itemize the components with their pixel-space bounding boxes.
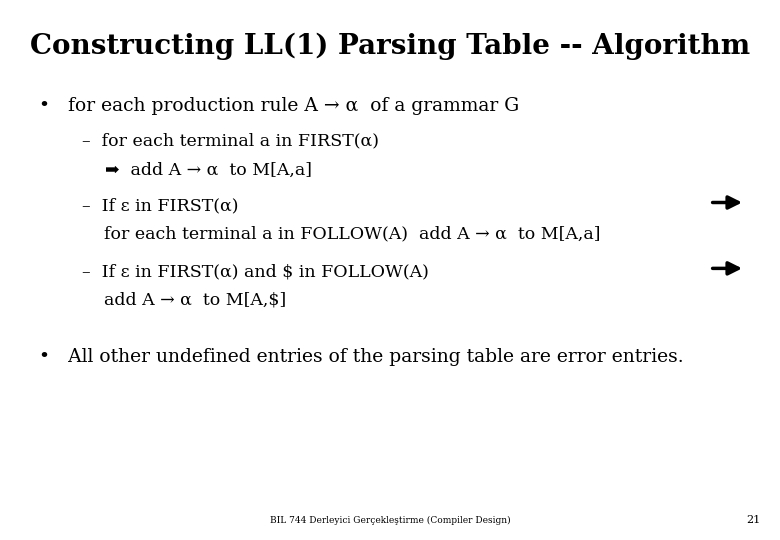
Text: ➡  add A → α  to M[A,a]: ➡ add A → α to M[A,a]	[105, 162, 312, 179]
Text: BIL 744 Derleyici Gerçekleştirme (Compiler Design): BIL 744 Derleyici Gerçekleştirme (Compil…	[270, 516, 510, 525]
Text: add A → α  to M[A,$]: add A → α to M[A,$]	[82, 292, 286, 308]
Text: •   for each production rule A → α  of a grammar G: • for each production rule A → α of a gr…	[39, 97, 519, 115]
Text: –  for each terminal a in FIRST(α): – for each terminal a in FIRST(α)	[82, 132, 379, 149]
Text: Constructing LL(1) Parsing Table -- Algorithm: Constructing LL(1) Parsing Table -- Algo…	[30, 32, 750, 60]
Text: –  If ε in FIRST(α): – If ε in FIRST(α)	[82, 197, 239, 214]
Text: for each terminal a in FOLLOW(A)  add A → α  to M[A,a]: for each terminal a in FOLLOW(A) add A →…	[82, 226, 601, 242]
Text: 21: 21	[746, 515, 760, 525]
Text: –  If ε in FIRST(α) and $ in FOLLOW(A): – If ε in FIRST(α) and $ in FOLLOW(A)	[82, 263, 429, 280]
Text: •   All other undefined entries of the parsing table are error entries.: • All other undefined entries of the par…	[39, 348, 683, 366]
